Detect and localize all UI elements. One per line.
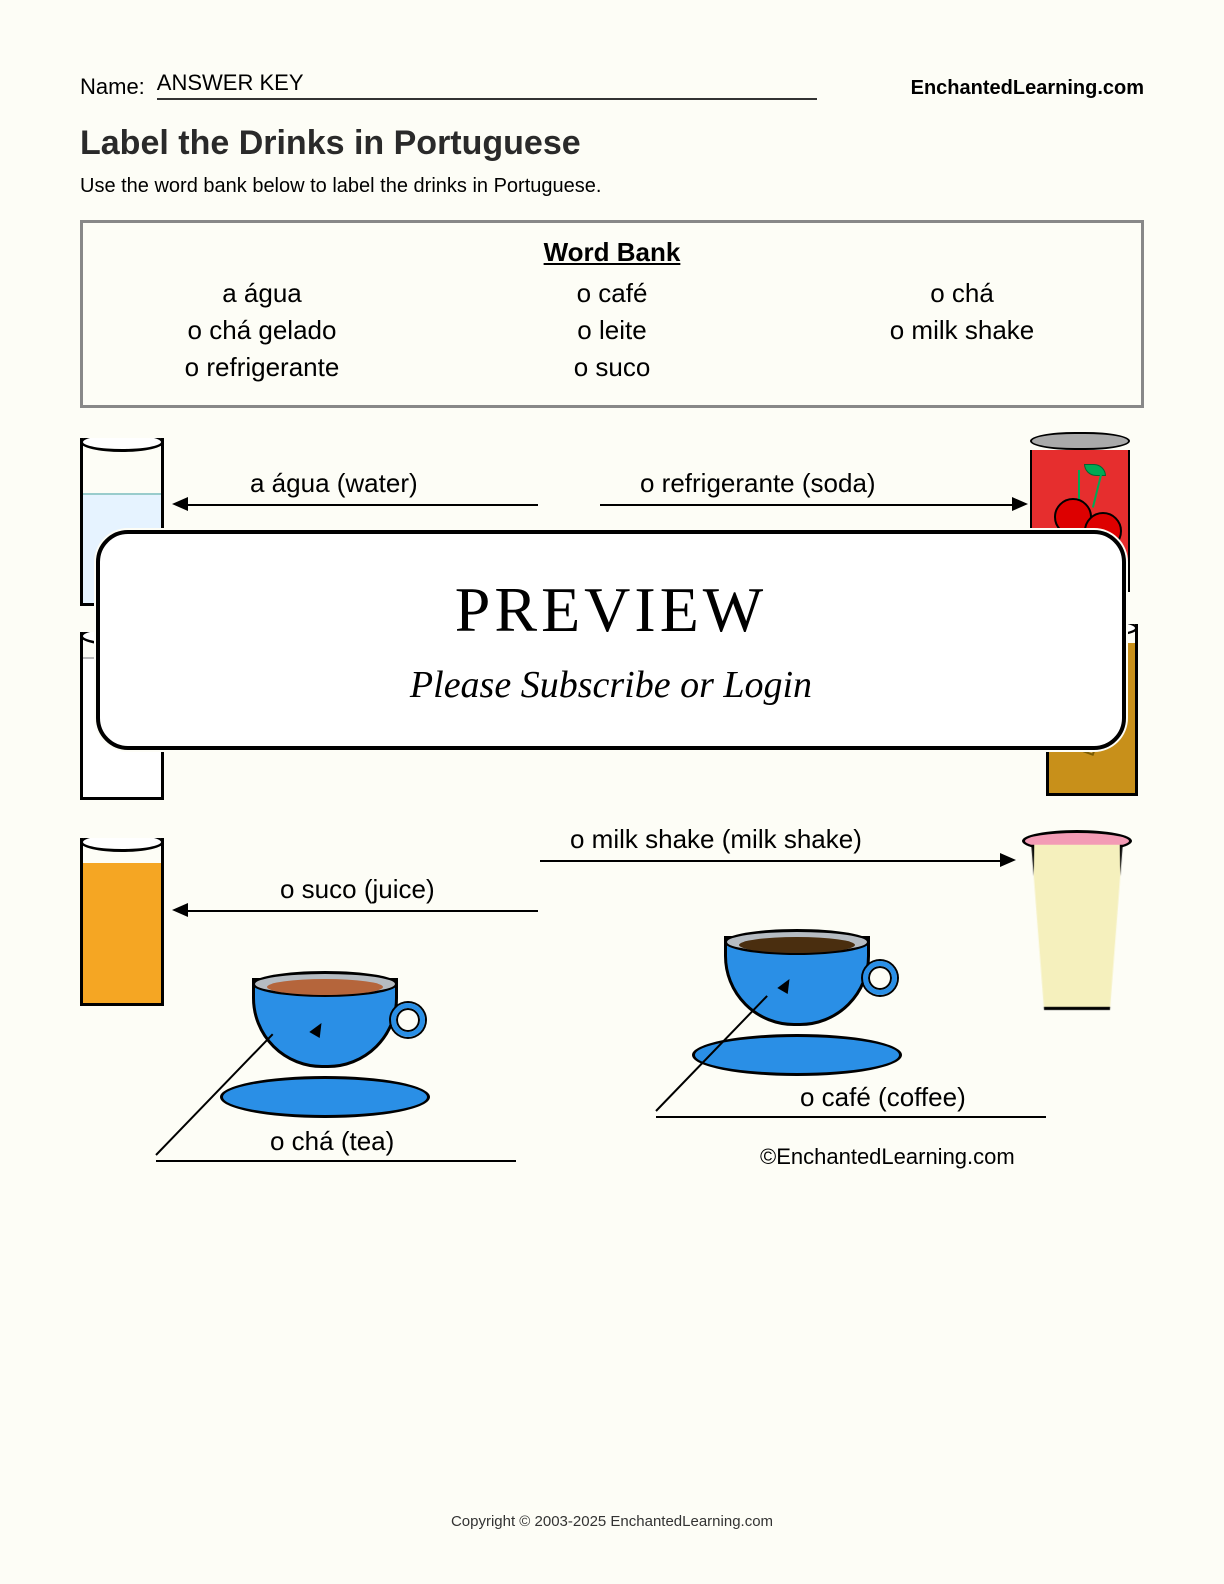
site-link: EnchantedLearning.com [911,77,1144,100]
tea-cup-icon [220,978,430,1118]
word-bank-item: o café [457,278,767,309]
underline [600,504,1012,506]
word-bank-item: o chá gelado [107,315,417,346]
word-bank-item: o chá [807,278,1117,309]
header-row: Name: ANSWER KEY EnchantedLearning.com [80,70,1144,100]
name-area: Name: ANSWER KEY [80,70,817,100]
water-label: a água (water) [250,468,418,499]
image-copyright: ©EnchantedLearning.com [760,1144,1015,1170]
word-bank-item [807,352,1117,383]
coffee-cup-icon [692,936,902,1076]
juice-glass-icon [80,838,164,1006]
word-bank-item: o milk shake [807,315,1117,346]
word-bank: Word Bank a água o café o chá o chá gela… [80,220,1144,408]
footer-copyright: Copyright © 2003-2025 EnchantedLearning.… [0,1513,1224,1530]
word-bank-item: o refrigerante [107,352,417,383]
underline [540,860,1000,862]
arrow-icon [1000,853,1016,867]
arrow-icon [1012,497,1028,511]
page-title: Label the Drinks in Portuguese [80,124,1144,163]
underline [188,910,538,912]
soda-label: o refrigerante (soda) [640,468,876,499]
underline [656,1116,1046,1118]
juice-label: o suco (juice) [280,874,435,905]
word-bank-grid: a água o café o chá o chá gelado o leite… [107,278,1117,383]
preview-overlay: PREVIEW Please Subscribe or Login [96,530,1126,750]
word-bank-title: Word Bank [107,237,1117,268]
name-label: Name: [80,74,145,100]
word-bank-item: a água [107,278,417,309]
page-subtitle: Use the word bank below to label the dri… [80,175,1144,198]
underline [188,504,538,506]
word-bank-item: o leite [457,315,767,346]
coffee-label: o café (coffee) [800,1082,966,1113]
underline [156,1160,516,1162]
arrow-icon [172,497,188,511]
name-value: ANSWER KEY [157,70,817,100]
preview-title: PREVIEW [455,573,767,647]
tea-label: o chá (tea) [270,1126,394,1157]
milkshake-label: o milk shake (milk shake) [570,824,862,855]
preview-subtitle: Please Subscribe or Login [410,663,812,707]
arrow-icon [172,903,188,917]
word-bank-item: o suco [457,352,767,383]
milkshake-cup-icon [1022,830,1132,1010]
